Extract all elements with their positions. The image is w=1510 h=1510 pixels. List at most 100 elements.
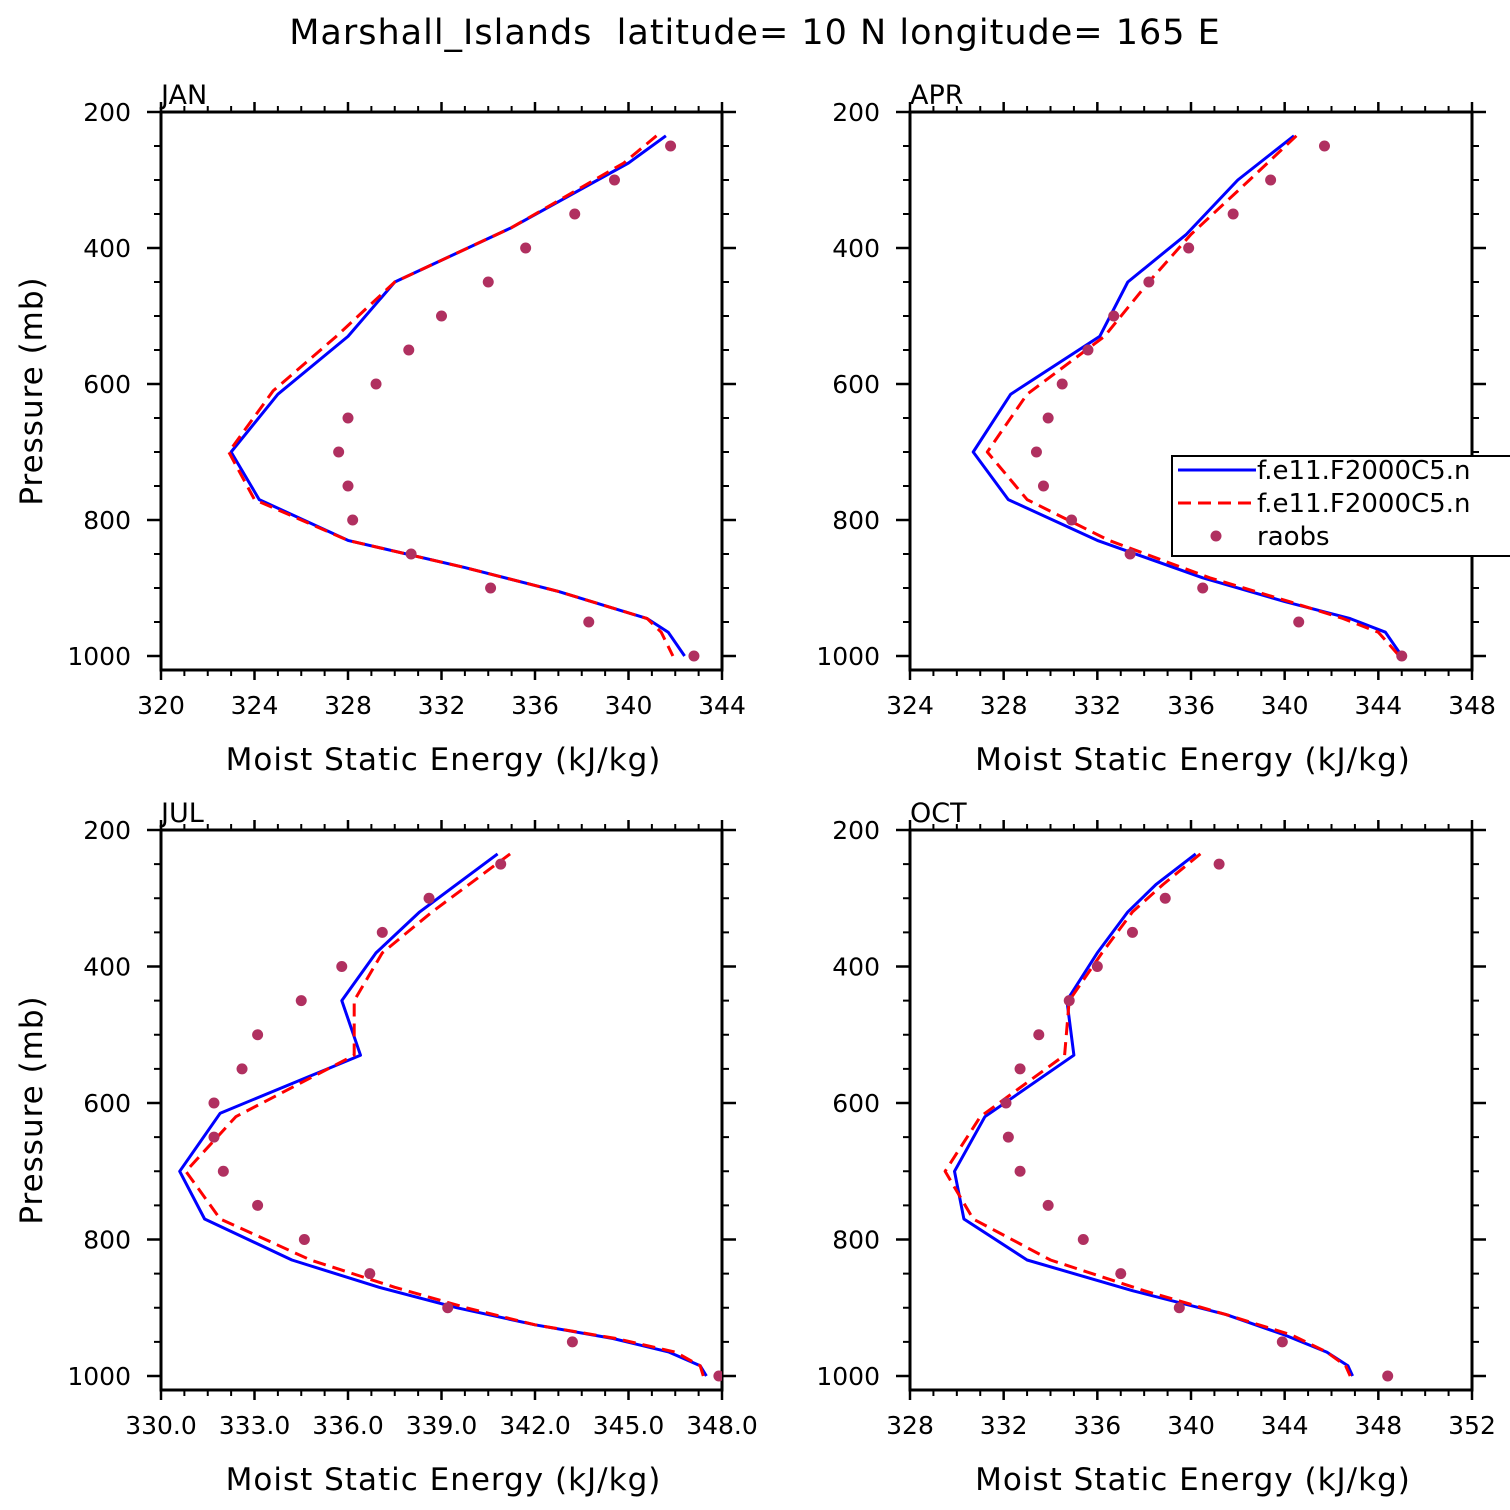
raobs-point: [520, 242, 532, 254]
raobs-point: [298, 1234, 310, 1245]
y-tick-label: 200: [832, 816, 880, 845]
raobs-point: [1030, 446, 1042, 458]
x-tick-label: 339.0: [406, 1411, 478, 1440]
raobs-point: [1014, 1165, 1026, 1177]
y-tick-label: 800: [83, 506, 131, 535]
y-tick-label: 800: [83, 1226, 131, 1255]
series-group: [943, 852, 1394, 1382]
x-tick-label: 352: [1448, 1411, 1496, 1440]
y-tick-label: 600: [83, 1089, 131, 1118]
x-tick-label: 348: [1354, 1411, 1402, 1440]
y-tick-label: 400: [83, 234, 131, 263]
raobs-point: [1197, 582, 1209, 594]
raobs-point: [1183, 242, 1195, 254]
raobs-point: [1033, 1029, 1045, 1041]
x-tick-label: 332: [1073, 691, 1121, 720]
x-tick-label: 344: [1354, 691, 1402, 720]
raobs-point: [1000, 1097, 1012, 1109]
raobs-point: [1066, 514, 1078, 526]
raobs-point: [1173, 1302, 1185, 1314]
y-tick-label: 1000: [816, 1362, 880, 1391]
x-tick-label: 332: [980, 1411, 1028, 1440]
raobs-point: [208, 1097, 220, 1109]
y-tick-label: 200: [83, 98, 131, 127]
raobs-point: [1042, 1199, 1054, 1211]
x-tick-label: 340: [1261, 691, 1309, 720]
raobs-point: [436, 310, 447, 322]
raobs-point: [208, 1131, 220, 1143]
raobs-point: [1396, 650, 1408, 662]
legend-label: f.e11.F2000C5.n: [1257, 489, 1470, 519]
x-tick-label: 336: [1167, 691, 1215, 720]
model-dashed-line: [985, 134, 1401, 657]
x-tick-label: 336.0: [312, 1411, 384, 1440]
legend-label: raobs: [1257, 522, 1330, 552]
raobs-point: [1159, 892, 1171, 904]
raobs-point: [1056, 378, 1068, 390]
raobs-point: [1143, 276, 1155, 288]
raobs-point: [1077, 1234, 1089, 1245]
panels: JAN 320 324 328 332 336 340 344 200 400 600 800 1000…: [14, 80, 1496, 1498]
series-group: [178, 852, 722, 1382]
y-tick-label: 400: [832, 953, 880, 982]
raobs-point: [405, 548, 417, 560]
model-dashed-line: [184, 852, 705, 1377]
raobs-point: [442, 1302, 454, 1314]
y-axis-label: Pressure (mb): [14, 276, 50, 505]
raobs-point: [1014, 1063, 1026, 1075]
raobs-point: [236, 1063, 248, 1075]
y-tick-label: 400: [83, 953, 131, 982]
y-tick-label: 600: [832, 370, 880, 399]
panel-title: APR: [910, 80, 964, 111]
raobs-point: [1115, 1268, 1127, 1280]
y-tick-label: 200: [83, 816, 131, 845]
raobs-point: [252, 1029, 264, 1041]
x-tick-label: 330.0: [125, 1411, 197, 1440]
plot-frame: [159, 110, 724, 672]
x-axis-label: Moist Static Energy (kJ/kg): [975, 1462, 1411, 1498]
x-axis-label: Moist Static Energy (kJ/kg): [975, 742, 1411, 778]
raobs-point: [495, 858, 507, 870]
y-tick-label: 1000: [67, 642, 131, 671]
x-tick-label: 336: [511, 691, 559, 720]
y-tick-label: 600: [832, 1089, 880, 1118]
plot-frame: [908, 110, 1474, 672]
x-axis-label: Moist Static Energy (kJ/kg): [226, 1462, 662, 1498]
y-tick-label: 1000: [816, 642, 880, 671]
x-tick-label: 332: [418, 691, 466, 720]
x-axis-label: Moist Static Energy (kJ/kg): [226, 742, 662, 778]
raobs-point: [1091, 961, 1103, 972]
raobs-point: [566, 1336, 578, 1348]
figure-title: Marshall_Islands latitude= 10 N longitud…: [289, 13, 1221, 53]
raobs-point: [217, 1165, 229, 1177]
x-tick-label: 340: [1167, 1411, 1215, 1440]
raobs-point: [1124, 548, 1136, 560]
raobs-point: [1382, 1370, 1394, 1382]
legend-box: [1171, 455, 1510, 557]
raobs-point: [482, 276, 494, 288]
raobs-point: [1042, 412, 1054, 424]
raobs-point: [688, 650, 700, 662]
panel-title: OCT: [910, 798, 967, 829]
raobs-point: [1265, 174, 1277, 186]
x-tick-label: 344: [1261, 1411, 1309, 1440]
raobs-point: [1082, 344, 1094, 356]
x-tick-label: 328: [980, 691, 1028, 720]
legend-label: f.e11.F2000C5.n: [1257, 456, 1470, 486]
raobs-point: [1276, 1336, 1288, 1348]
x-tick-label: 324: [231, 691, 279, 720]
raobs-point: [1126, 926, 1138, 938]
x-tick-label: 340: [605, 691, 653, 720]
raobs-point: [370, 378, 382, 390]
raobs-point: [376, 926, 388, 938]
x-tick-label: 333.0: [219, 1411, 291, 1440]
model-solid-line: [178, 852, 708, 1377]
y-tick-label: 800: [832, 1226, 880, 1255]
raobs-point: [423, 892, 435, 904]
panel-title: JUL: [159, 798, 204, 829]
panel-jul: JUL 330.0 333.0 336.0 339.0 342.0 345.0 348.0 20…: [14, 798, 758, 1498]
raobs-point: [1213, 858, 1225, 870]
x-tick-label: 348.0: [686, 1411, 758, 1440]
x-tick-label: 345.0: [593, 1411, 665, 1440]
